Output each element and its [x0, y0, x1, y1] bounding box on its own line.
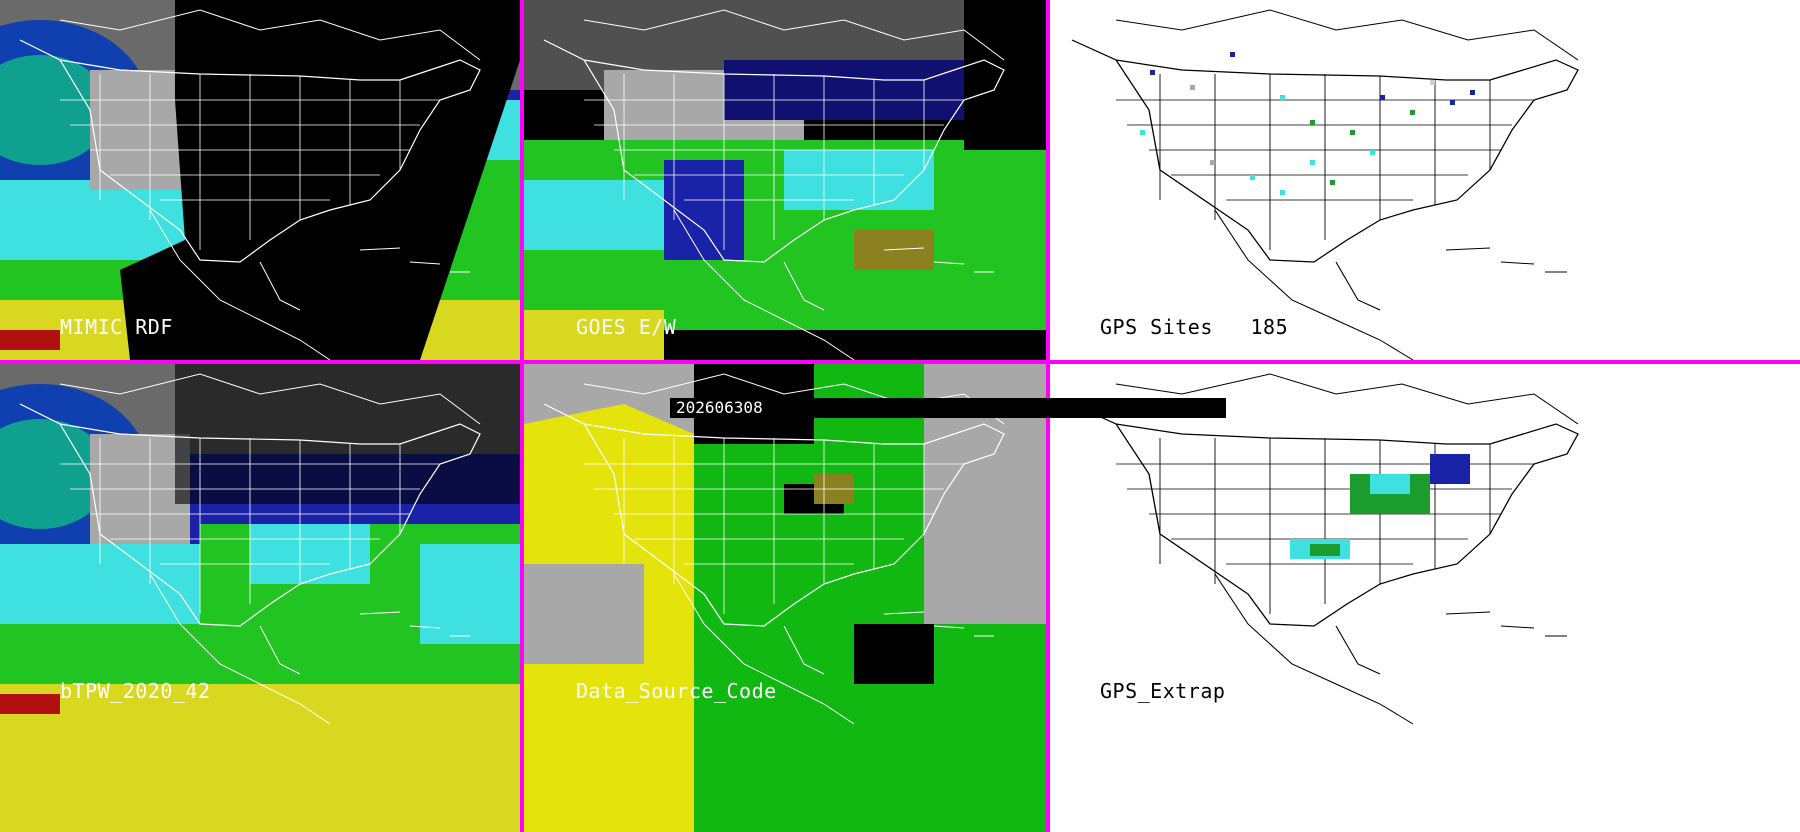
- panel-btpw: bTPW_2020_42: [0, 364, 520, 832]
- panel-label: bTPW_2020_42: [60, 679, 211, 703]
- panel-label: GOES E/W: [576, 315, 677, 339]
- panel-gps-extrap: GPS_Extrap: [1050, 364, 1800, 832]
- timestamp-bar: 202606308: [670, 398, 1226, 418]
- mimic-map: [0, 0, 520, 360]
- gps-sites-count: 185: [1250, 315, 1289, 339]
- divider-vertical-left: [520, 0, 524, 832]
- gps-sites-label: GPS Sites: [1100, 315, 1213, 339]
- panel-label: MIMIC RDF: [60, 315, 173, 339]
- panel-gps-sites: GPS Sites 185: [1050, 0, 1800, 360]
- gps-sites-map: [1071, 9, 1579, 360]
- panel-goes: GOES E/W: [524, 0, 1046, 360]
- panel-data-source: Data_Source_Code: [524, 364, 1046, 832]
- panel-label: Data_Source_Code: [576, 679, 777, 703]
- panel-mimic-rdf: MIMIC RDF: [0, 0, 520, 360]
- gps-site-markers: [1140, 52, 1475, 195]
- goes-map: [524, 0, 1046, 360]
- btpw-map: [0, 364, 520, 832]
- panel-label: GPS_Extrap: [1100, 679, 1226, 703]
- gps-extrap-map: [1071, 373, 1579, 725]
- data-source-map: [524, 364, 1046, 832]
- gps-extrap-regions: [1290, 454, 1470, 559]
- panel-label: GPS Sites 185: [1100, 315, 1288, 339]
- divider-horizontal: [0, 360, 1800, 364]
